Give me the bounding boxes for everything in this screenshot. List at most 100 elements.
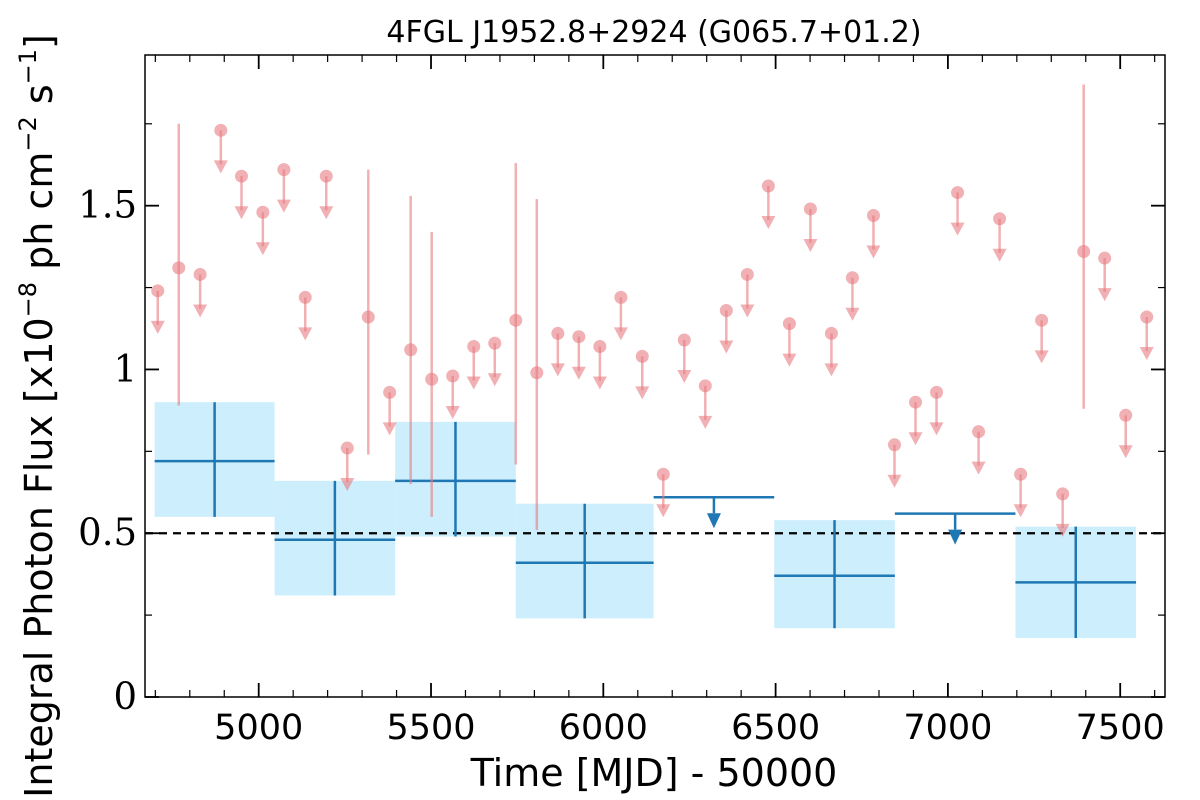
short-bin-point [635,349,649,363]
x-tick-label: 7000 [903,708,992,748]
short-bin-point [488,336,502,350]
short-bin-point [930,385,944,399]
short-bin-point [193,267,207,281]
short-bin-point [361,310,375,324]
short-bin-point [1056,487,1070,501]
short-bin-point [172,261,186,275]
x-tick-label: 5000 [214,708,303,748]
short-bin-point [719,303,733,317]
y-axis-label-end: ] [17,34,61,49]
y-axis-ticks: 0 0.5 1 1.5 [78,123,1165,718]
short-bin-upper-limit-arrow [213,160,228,174]
short-bin-point [887,438,901,452]
short-bin-point [824,326,838,340]
short-bin-upper-limit-arrow [698,415,713,429]
short-bin-point [1140,310,1154,324]
short-bin-upper-limit-arrow [340,478,355,492]
short-bin-upper-limit-arrow [719,340,734,354]
short-bin-upper-limit-arrow [319,206,334,220]
short-bin-point [1035,313,1049,327]
y-tick-label: 1 [113,347,137,390]
short-bin-point [740,267,754,281]
y-axis-label-mid: ph cm [17,152,61,282]
short-bin-upper-limit-arrow [929,422,944,436]
y-axis-label-exp3: −1 [14,49,42,84]
short-bin-upper-limit-arrow [382,422,397,436]
short-bin-point [298,290,312,304]
x-tick-label: 6500 [731,708,820,748]
short-bin-point [866,209,880,222]
short-bin-point [972,425,986,439]
short-bin-point [1077,245,1091,259]
y-axis-label-exp1: −8 [14,282,42,317]
y-tick-label: 0.5 [78,511,137,554]
short-bin-point [425,372,439,386]
short-bin-upper-limit-arrow [635,386,650,400]
short-bin-point [467,340,481,354]
short-bin-point [656,467,670,481]
short-bin-upper-limit-arrow [276,199,291,213]
y-tick-label: 1.5 [78,184,137,227]
short-bin-upper-limit-arrow [445,406,460,419]
y-tick-label: 0 [113,675,137,718]
short-bin-upper-limit-arrow [740,304,755,318]
short-bin-upper-limit-arrow [1118,445,1133,459]
short-bin-upper-limit-arrow [298,327,313,341]
long-bin-upper-limit-arrow [706,513,721,529]
short-bin-upper-limit-arrow [845,307,860,321]
short-bin-upper-limit-arrow [656,504,671,518]
x-axis-ticks: 5000 5500 6000 6500 7000 7500 [154,55,1165,748]
short-bin-upper-limit-arrow [571,366,586,380]
short-bin-upper-limit-arrow [1097,288,1112,302]
short-bin-upper-limit-arrow [592,376,607,390]
short-bin-upper-limit-arrow [234,206,249,220]
short-bin-upper-limit-arrow [908,432,923,446]
short-bin-point [234,169,248,183]
short-bin-upper-limit-arrow [971,461,986,475]
short-bin-point [530,366,544,380]
short-bin-upper-limit-arrow [1055,523,1070,537]
short-bin-upper-limit-arrow [782,353,797,367]
x-tick-label: 7500 [1076,708,1165,748]
short-bin-upper-limit-arrow [487,373,502,387]
short-bin-upper-limit-arrow [466,376,481,390]
short-bin-point [909,395,923,409]
y-axis-label-mid2: s [17,84,61,116]
short-bin-point [446,369,460,383]
y-axis-label: Integral Photon Flux [x10−8 ph cm−2 s−1] [14,34,61,798]
short-bin-upper-limit-arrow [761,216,776,230]
short-bin-upper-limit-arrow [866,245,881,259]
short-bin-upper-limit-arrow [950,222,965,236]
short-bin-point [1098,251,1112,265]
short-bin-point [593,340,607,354]
short-bin-point [256,205,270,219]
short-bin-upper-limit-arrow [613,327,628,341]
short-bin-point [319,169,333,183]
long-bin-upper-limit-arrow [948,529,963,545]
short-bin-upper-limit-arrow [1139,347,1154,361]
y-axis-label-main: Integral Photon Flux [x10 [17,317,61,798]
short-bin-point [509,313,523,327]
short-bin-point [404,343,418,357]
short-bin-point [151,284,165,298]
x-axis-label: Time [MJD] - 50000 [470,751,838,795]
short-bin-upper-limit-arrow [803,238,818,252]
short-bin-point [1119,408,1133,422]
short-bin-point [677,333,691,347]
short-bin-point [803,202,817,216]
short-bin-point [951,186,965,200]
short-bin-upper-limit-arrow [887,474,902,488]
short-bin-point [782,317,796,331]
short-bin-upper-limit-arrow [1034,350,1049,364]
plot-area [145,84,1165,639]
short-bin-upper-limit-arrow [1013,504,1028,518]
short-bin-point [698,379,712,393]
short-bin-upper-limit-arrow [992,248,1007,262]
y-axis-label-exp2: −2 [14,116,42,151]
x-tick-label: 6000 [559,708,648,748]
x-tick-label: 5500 [386,708,475,748]
short-bin-upper-limit-arrow [677,369,692,383]
plot-frame [144,54,1166,698]
short-bin-point [214,123,228,137]
